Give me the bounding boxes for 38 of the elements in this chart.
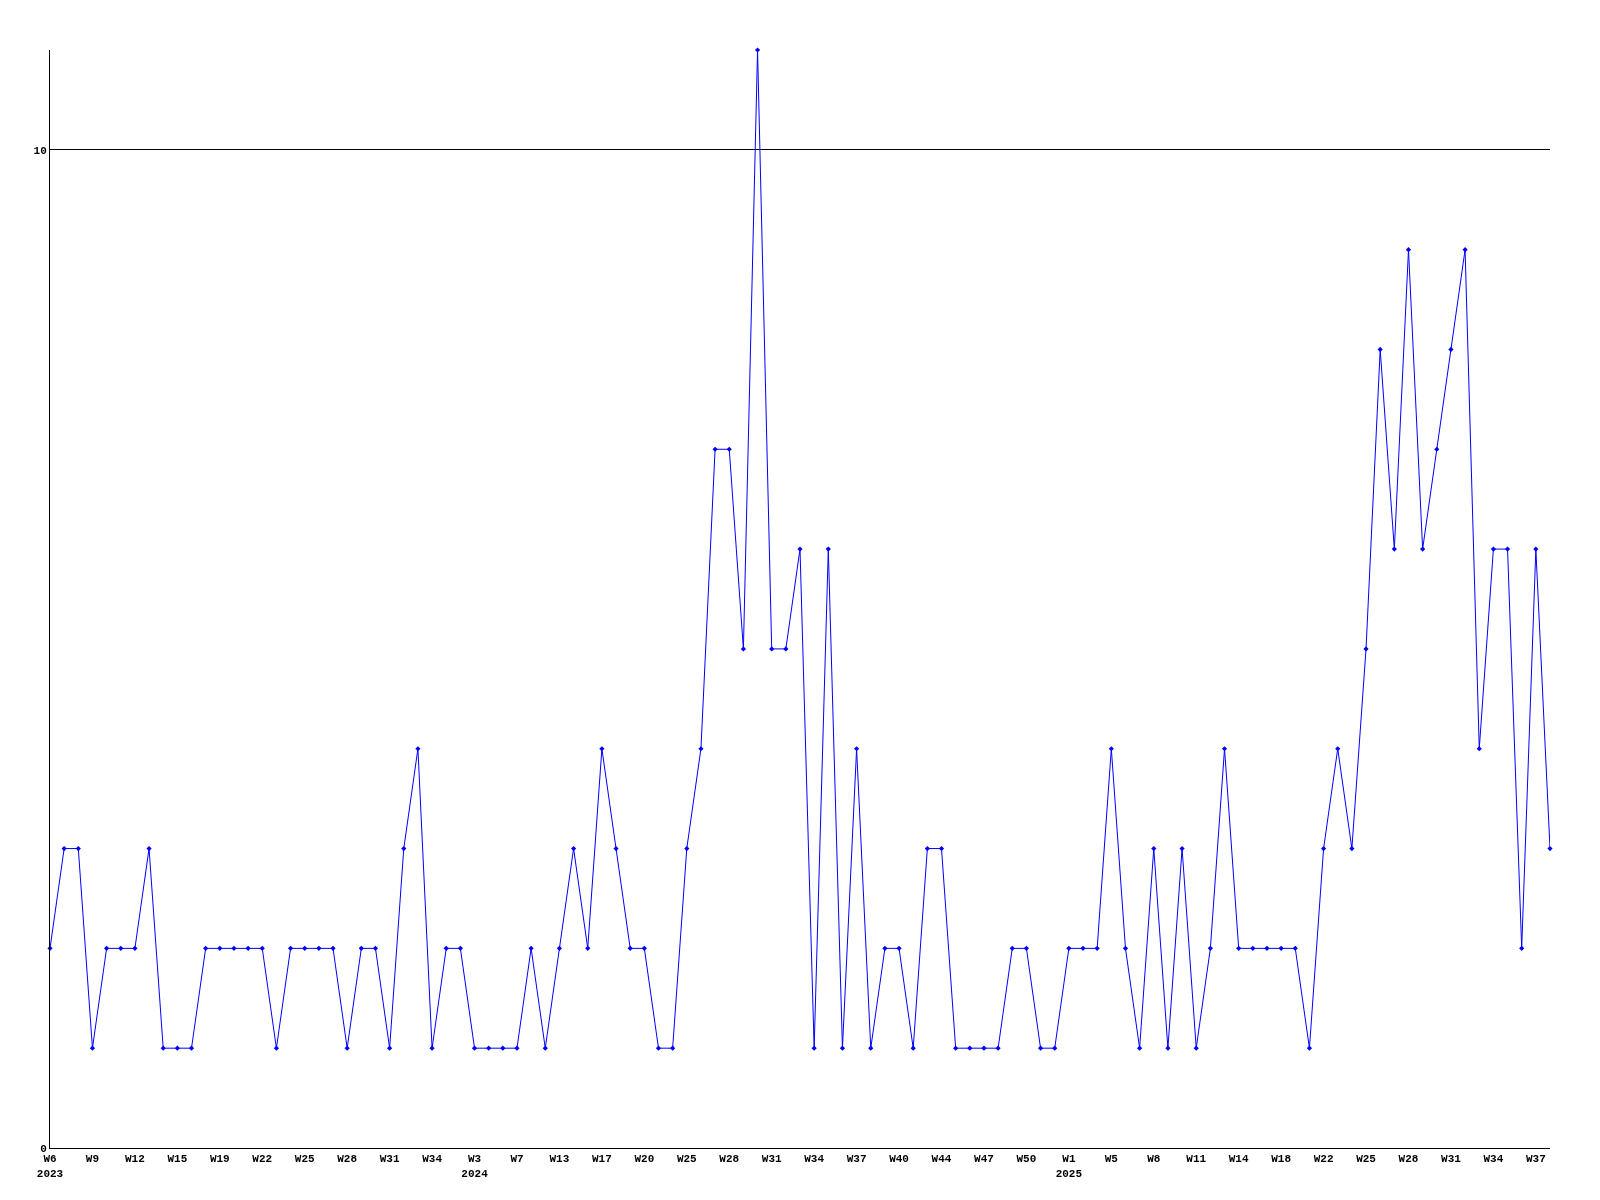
x-tick-label: W9 bbox=[85, 1153, 100, 1166]
x-tick-label: W34 bbox=[422, 1153, 443, 1166]
x-tick-label: W1 2025 bbox=[1055, 1153, 1083, 1180]
y-tick-label: 0 bbox=[40, 1142, 47, 1155]
x-tick-label: W25 bbox=[294, 1153, 316, 1166]
x-tick-label: W28 bbox=[337, 1153, 358, 1166]
x-tick-label: W44 bbox=[931, 1153, 952, 1166]
x-tick-label: W12 bbox=[125, 1153, 145, 1166]
x-tick-label: W14 bbox=[1228, 1153, 1249, 1166]
x-tick-label: W8 bbox=[1147, 1153, 1161, 1166]
x-tick-label: W40 bbox=[889, 1153, 909, 1166]
x-tick-label: W7 bbox=[510, 1153, 524, 1166]
x-tick-label: W17 bbox=[591, 1153, 612, 1166]
x-tick-label: W13 bbox=[549, 1153, 570, 1166]
y-tick-label: 10 bbox=[33, 144, 47, 157]
x-tick-label: W15 bbox=[167, 1153, 188, 1166]
x-tick-label: W28 bbox=[719, 1153, 740, 1166]
x-tick-label: W22 bbox=[252, 1153, 273, 1166]
x-tick-label: W20 bbox=[634, 1153, 655, 1166]
x-tick-label: W47 bbox=[974, 1153, 994, 1166]
x-tick-label: W50 bbox=[1016, 1153, 1037, 1166]
x-tick-label: W6 2023 bbox=[36, 1153, 64, 1180]
x-tick-label: W25 bbox=[1356, 1153, 1377, 1166]
x-tick-label: W18 bbox=[1271, 1153, 1292, 1166]
x-tick-label: W11 bbox=[1186, 1153, 1207, 1166]
x-tick-label: W25 bbox=[676, 1153, 698, 1166]
x-tick-label: W37 bbox=[846, 1153, 867, 1166]
x-tick-label: W31 bbox=[379, 1153, 400, 1166]
x-tick-label: W37 bbox=[1525, 1153, 1546, 1166]
x-tick-label: W34 bbox=[1483, 1153, 1504, 1166]
x-tick-label: W28 bbox=[1398, 1153, 1419, 1166]
x-tick-label: W3 2024 bbox=[461, 1153, 489, 1180]
x-tick-label: W31 bbox=[761, 1153, 782, 1166]
x-tick-label: W5 bbox=[1104, 1153, 1119, 1166]
x-tick-label: W31 bbox=[1441, 1153, 1462, 1166]
x-tick-label: W19 bbox=[209, 1153, 230, 1166]
x-tick-label: W22 bbox=[1313, 1153, 1334, 1166]
x-tick-label: W34 bbox=[804, 1153, 825, 1166]
